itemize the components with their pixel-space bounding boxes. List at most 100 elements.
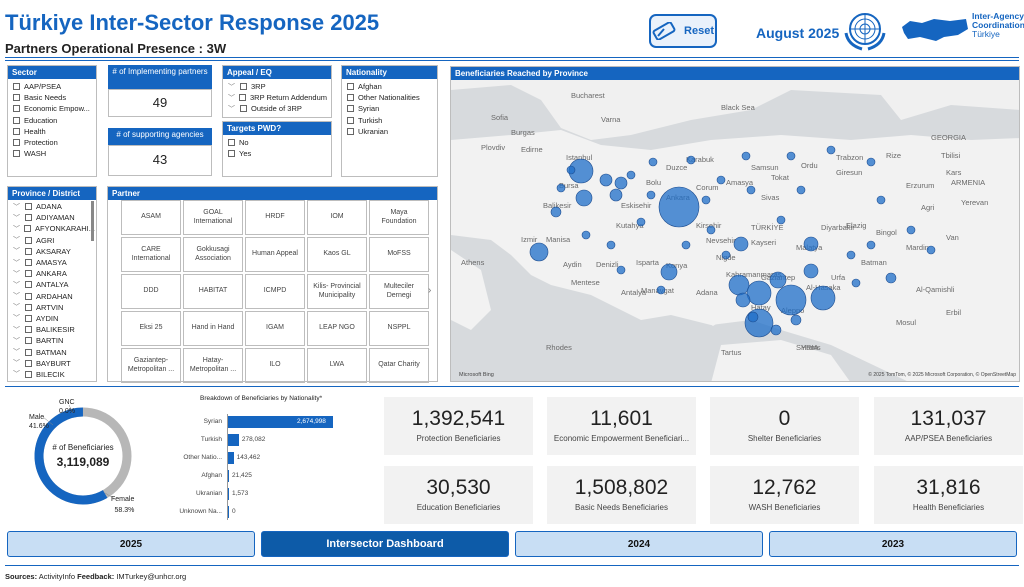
appeal-item[interactable]: ﹀ 3RP [223,81,331,92]
province-bubble[interactable] [746,185,756,195]
province-bubble[interactable] [735,292,751,308]
partner-tile[interactable]: Kilis- Provincial Municipality [307,274,367,309]
checkbox[interactable] [25,281,32,289]
province-bubble[interactable] [786,151,796,161]
partner-tile[interactable]: CARE International [121,237,181,272]
sector-item[interactable]: WASH [8,148,96,159]
province-item[interactable]: ﹀ ADANA [8,201,96,212]
checkbox[interactable] [25,359,32,367]
appeal-item[interactable]: ﹀ Outside of 3RP [223,103,331,114]
sector-item[interactable]: Health [8,126,96,137]
bar[interactable] [228,416,333,428]
province-bubble[interactable] [866,157,876,167]
tab-1[interactable]: Intersector Dashboard [261,531,509,557]
province-bubble[interactable] [599,173,613,187]
province-bubble[interactable] [733,236,749,252]
partner-tile[interactable]: LWA [307,348,367,383]
partner-tile[interactable]: IOM [307,200,367,235]
chevron-down-icon[interactable]: ﹀ [13,248,20,256]
province-bubble[interactable] [706,225,716,235]
checkbox[interactable] [13,94,20,102]
checkbox[interactable] [240,105,247,113]
chevron-down-icon[interactable]: ﹀ [13,360,20,368]
bar[interactable] [228,470,229,482]
province-bubble[interactable] [609,188,623,202]
province-item[interactable]: ﹀ ANKARA [8,268,96,279]
province-bubble[interactable] [721,250,731,260]
sector-item[interactable]: AAP/PSEA [8,81,96,92]
province-bubble[interactable] [660,263,678,281]
tab-0[interactable]: 2025 [7,531,255,557]
checkbox[interactable] [25,270,32,278]
chevron-down-icon[interactable]: ﹀ [13,293,20,301]
chevron-down-icon[interactable]: ﹀ [13,203,20,211]
province-bubble[interactable] [744,308,774,338]
province-bubble[interactable] [728,274,750,296]
province-bubble[interactable] [876,195,886,205]
partner-tile[interactable]: NSPPL [369,311,429,346]
province-bubble[interactable] [575,189,593,207]
chevron-down-icon[interactable]: ﹀ [13,304,20,312]
province-bubble[interactable] [681,240,691,250]
province-bubble[interactable] [769,271,787,289]
partner-tile[interactable]: Gokkusagi Association [183,237,243,272]
province-item[interactable]: ﹀ BAYBURT [8,358,96,369]
partner-tile[interactable]: Gaziantep-Metropolitan ... [121,348,181,383]
chevron-down-icon[interactable]: ﹀ [13,349,20,357]
province-item[interactable]: ﹀ BARTIN [8,335,96,346]
province-item[interactable]: ﹀ ANTALYA [8,279,96,290]
partner-tile[interactable]: HABITAT [183,274,243,309]
appeal-item[interactable]: ﹀ 3RP Return Addendum [223,92,331,103]
checkbox[interactable] [13,150,20,158]
checkbox[interactable] [13,116,20,124]
province-bubble[interactable] [826,145,836,155]
sector-item[interactable]: Protection [8,137,96,148]
checkbox[interactable] [25,236,32,244]
checkbox[interactable] [228,139,235,147]
checkbox[interactable] [25,203,32,211]
province-bubble[interactable] [566,165,576,175]
checkbox[interactable] [347,105,354,113]
checkbox[interactable] [13,105,20,113]
province-bubble[interactable] [790,314,802,326]
province-bubble[interactable] [866,240,876,250]
nationality-item[interactable]: Afghan [342,81,437,92]
province-item[interactable]: ﹀ AGRI [8,235,96,246]
nationality-item[interactable]: Ukranian [342,126,437,137]
checkbox[interactable] [239,94,246,102]
province-bubble[interactable] [885,272,897,284]
province-bubble[interactable] [770,324,782,336]
checkbox[interactable] [347,116,354,124]
partner-tile[interactable]: MoFSS [369,237,429,272]
pwd-item[interactable]: Yes [223,148,331,159]
province-bubble[interactable] [803,236,819,252]
checkbox[interactable] [347,127,354,135]
partner-tile[interactable]: DDD [121,274,181,309]
checkbox[interactable] [25,259,32,267]
checkbox[interactable] [25,214,32,222]
tab-2[interactable]: 2024 [515,531,763,557]
chevron-down-icon[interactable]: ﹀ [13,337,20,345]
province-item[interactable]: ﹀ ADIYAMAN [8,212,96,223]
province-bubble[interactable] [775,284,807,316]
checkbox[interactable] [240,83,247,91]
partner-tile[interactable]: LEAP NGO [307,311,367,346]
chevron-down-icon[interactable]: ﹀ [13,270,20,278]
province-scrollbar[interactable] [91,201,94,241]
tab-3[interactable]: 2023 [769,531,1017,557]
province-bubble[interactable] [581,230,591,240]
chevron-down-icon[interactable]: ﹀ [228,94,235,102]
province-item[interactable]: ﹀ BILECIK [8,369,96,380]
checkbox[interactable] [347,83,354,91]
checkbox[interactable] [347,94,354,102]
checkbox[interactable] [25,314,32,322]
chevron-down-icon[interactable]: ﹀ [13,371,20,379]
checkbox[interactable] [25,348,32,356]
province-bubble[interactable] [656,285,666,295]
checkbox[interactable] [25,326,32,334]
checkbox[interactable] [228,150,235,158]
pwd-item[interactable]: No [223,137,331,148]
province-bubble[interactable] [550,206,562,218]
chevron-down-icon[interactable]: ﹀ [13,315,20,323]
checkbox[interactable] [24,225,31,233]
